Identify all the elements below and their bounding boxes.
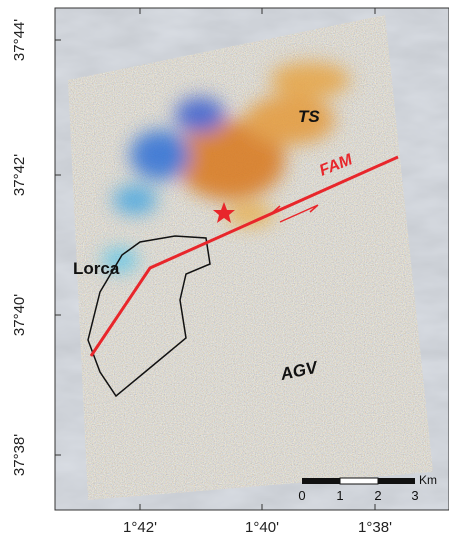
ts-label: TS: [298, 107, 320, 126]
x-axis-label: 1°40': [245, 519, 279, 536]
scale-tick: 3: [411, 488, 418, 503]
map-figure: 37°44' 37°42' 37°40' 37°38' 1°42' 1°40' …: [0, 0, 449, 541]
x-axis-label: 1°42': [123, 519, 157, 536]
lorca-label: Lorca: [73, 259, 120, 278]
y-axis-label: 37°42': [11, 154, 28, 196]
y-axis-label: 37°40': [11, 294, 28, 336]
scale-tick: 0: [298, 488, 305, 503]
y-axis-label: 37°44': [11, 19, 28, 61]
scale-tick: 2: [374, 488, 381, 503]
y-axis-label: 37°38': [11, 434, 28, 476]
scale-unit: Km: [419, 473, 437, 487]
x-axis-label: 1°38': [358, 519, 392, 536]
scale-tick: 1: [336, 488, 343, 503]
